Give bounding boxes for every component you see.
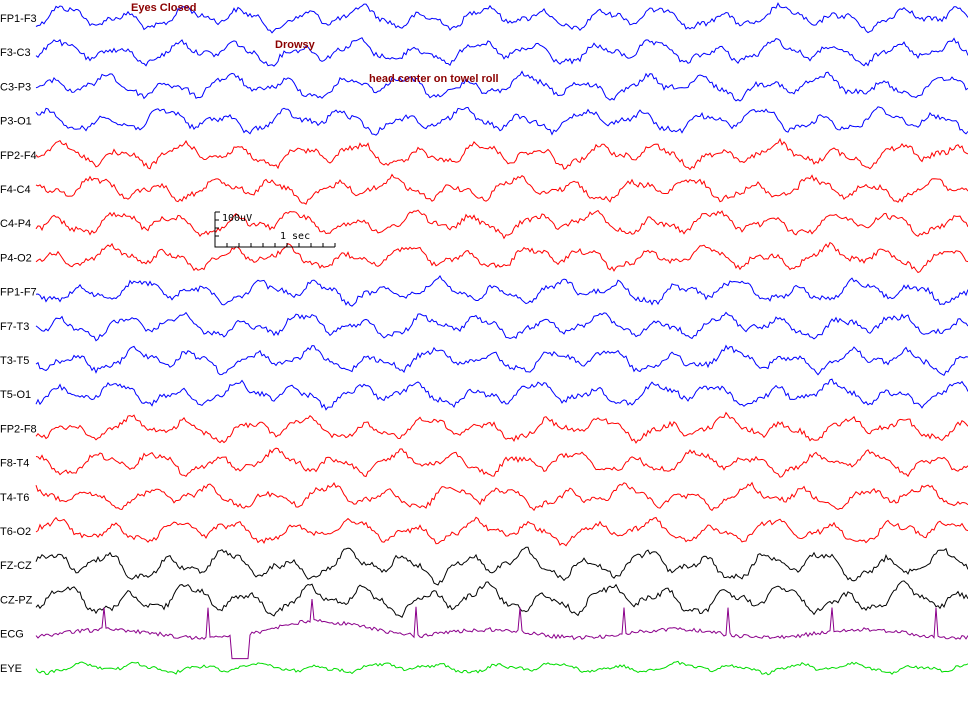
annotation-drowsy: Drowsy	[275, 39, 316, 51]
channel-label: C4-P4	[0, 218, 31, 230]
eeg-trace	[35, 481, 968, 512]
calibration-time-label: 1 sec	[280, 231, 310, 242]
channel-label: CZ-PZ	[0, 594, 33, 606]
channel-label: T3-T5	[0, 355, 29, 367]
eeg-trace	[35, 209, 968, 240]
eeg-trace	[35, 2, 968, 34]
calibration-marker: 100uV 1 sec	[214, 211, 336, 248]
annotation-eyes-closed: Eyes Closed	[131, 2, 196, 14]
channel-label: F8-T4	[0, 458, 29, 470]
eeg-trace	[35, 37, 968, 67]
eeg-trace	[35, 344, 968, 376]
channel-labels: FP1-F3 F3-C3 C3-P3 P3-O1 FP2-F4 F4-C4 C4-P4 P4-…	[0, 13, 37, 675]
eeg-trace	[35, 70, 968, 102]
eeg-trace	[35, 274, 968, 307]
channel-label: FP1-F3	[0, 13, 37, 25]
channel-label: T4-T6	[0, 492, 29, 504]
channel-label: F7-T3	[0, 321, 29, 333]
channel-label: T5-O1	[0, 389, 31, 401]
calibration-ticks	[215, 211, 336, 247]
channel-label: P4-O2	[0, 252, 32, 264]
annotation-head-position: head center on towel roll	[369, 73, 499, 85]
channel-label: C3-P3	[0, 81, 31, 93]
channel-label: F3-C3	[0, 47, 31, 59]
channel-label: P3-O1	[0, 116, 32, 128]
calibration-bracket	[214, 212, 335, 248]
eeg-traces	[35, 2, 968, 676]
eeg-trace	[35, 106, 968, 136]
eeg-trace	[35, 546, 968, 586]
eeg-trace	[35, 378, 968, 411]
eeg-trace	[35, 173, 968, 205]
channel-label: ECG	[0, 629, 24, 641]
annotations: Eyes Closed Drowsy head center on towel …	[131, 2, 499, 85]
channel-label: EYE	[0, 663, 22, 675]
calibration-amplitude-label: 100uV	[222, 213, 252, 224]
eeg-trace	[35, 137, 968, 171]
eeg-trace	[35, 660, 968, 676]
channel-label: FP2-F8	[0, 423, 37, 435]
eeg-trace	[35, 447, 968, 478]
channel-label: T6-O2	[0, 526, 31, 538]
channel-label: F4-C4	[0, 184, 31, 196]
channel-label: FZ-CZ	[0, 560, 32, 572]
eeg-trace	[35, 599, 968, 660]
eeg-trace	[35, 580, 968, 618]
eeg-trace	[35, 241, 968, 274]
eeg-trace	[35, 516, 968, 547]
eeg-trace	[35, 311, 968, 342]
channel-label: FP1-F7	[0, 287, 37, 299]
channel-label: FP2-F4	[0, 150, 37, 162]
eeg-trace	[35, 411, 968, 444]
